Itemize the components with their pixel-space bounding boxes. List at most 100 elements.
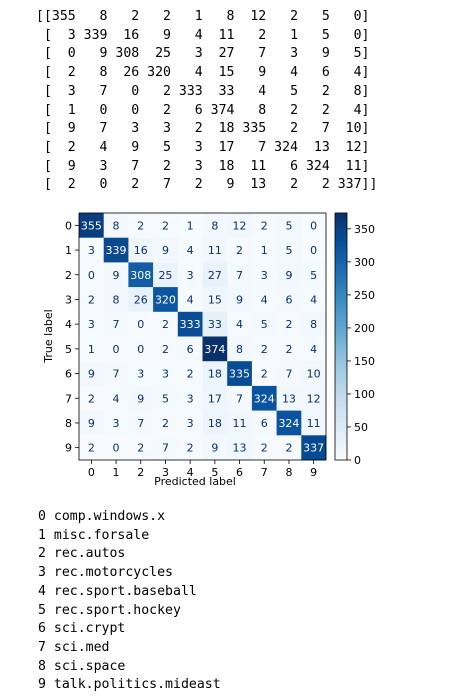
class-list-item: 3 rec.motorcycles	[38, 564, 221, 583]
y-axis-label: True label	[42, 309, 55, 363]
heatmap-cell	[79, 410, 104, 436]
heatmap-cell	[301, 311, 327, 337]
heatmap-cell-value: 308	[130, 269, 151, 282]
class-index: 8	[38, 658, 46, 674]
heatmap-cell	[202, 435, 228, 461]
heatmap-cell	[227, 410, 253, 436]
class-name: sci.med	[53, 639, 110, 655]
heatmap-cell-value: 12	[307, 392, 321, 405]
heatmap-cell	[79, 237, 104, 263]
heatmap-cell-value: 13	[233, 442, 247, 455]
heatmap-cell	[153, 262, 179, 288]
heatmap-cell	[153, 311, 179, 337]
heatmap-cell-value: 0	[88, 269, 95, 282]
heatmap-cell	[153, 435, 179, 461]
heatmap-cell	[251, 287, 277, 313]
heatmap-cell-value: 5	[285, 244, 292, 257]
heatmap-cell	[153, 385, 179, 411]
x-tick-label: 2	[137, 466, 144, 479]
heatmap-cell	[276, 262, 302, 288]
class-name: comp.windows.x	[53, 509, 166, 524]
x-tick-label: 6	[236, 466, 243, 479]
heatmap-cell-value: 25	[158, 269, 172, 282]
y-tick-label: 7	[65, 392, 72, 405]
confusion-matrix-printout: [[355 8 2 2 1 8 12 2 5 0] [ 3 339 16 9 4…	[36, 9, 378, 193]
x-tick-label: 3	[162, 466, 169, 479]
heatmap-cell	[153, 213, 179, 238]
heatmap-cell-value: 17	[208, 392, 222, 405]
y-tick-label: 9	[65, 442, 72, 455]
class-list-item: 5 rec.sport.hockey	[38, 602, 221, 621]
class-list-item: 2 rec.autos	[38, 545, 221, 564]
heatmap-cell-value: 4	[187, 244, 194, 257]
class-name: sci.space	[53, 658, 126, 674]
class-list-item: 9 talk.politics.mideast	[38, 676, 221, 695]
x-tick-label: 0	[88, 466, 95, 479]
heatmap-cell	[128, 435, 154, 461]
class-name: talk.politics.mideast	[53, 677, 221, 693]
heatmap-cell	[251, 262, 277, 288]
heatmap-cell	[202, 410, 228, 436]
heatmap-cell-value: 0	[137, 318, 144, 331]
heatmap-cell-value: 11	[233, 417, 247, 430]
heatmap-cell-value: 11	[307, 417, 321, 430]
heatmap-cell	[276, 385, 302, 411]
heatmap-cell	[103, 311, 129, 337]
heatmap-cell-value: 7	[137, 417, 144, 430]
heatmap-cell	[251, 435, 277, 461]
heatmap-cell-value: 7	[113, 368, 120, 381]
heatmap-cell	[301, 336, 327, 362]
heatmap-cell	[103, 435, 129, 461]
heatmap-cell	[103, 336, 129, 362]
y-tick-label: 6	[65, 368, 72, 381]
heatmap-cell-value: 2	[285, 318, 292, 331]
y-tick-label: 2	[65, 269, 72, 282]
heatmap-cell-value: 2	[162, 318, 169, 331]
class-name: rec.sport.baseball	[53, 583, 197, 599]
class-list-item: 4 rec.sport.baseball	[38, 583, 221, 602]
heatmap-cell-value: 1	[187, 219, 194, 232]
heatmap-cell	[79, 385, 104, 411]
heatmap-cell-value: 26	[134, 293, 148, 306]
heatmap-cell-value: 8	[113, 219, 120, 232]
heatmap-cell-value: 3	[88, 318, 95, 331]
heatmap-cell	[276, 410, 302, 436]
class-index: 1	[38, 527, 46, 543]
heatmap-cell	[128, 213, 154, 238]
heatmap-cell	[301, 237, 327, 263]
heatmap-cell-value: 2	[236, 244, 243, 257]
heatmap-cell-value: 9	[88, 368, 95, 381]
heatmap-cell	[276, 287, 302, 313]
class-index: 7	[38, 639, 46, 655]
heatmap-cell-value: 2	[162, 219, 169, 232]
heatmap-cell	[227, 336, 253, 362]
heatmap-cell	[301, 262, 327, 288]
heatmap-cell-value: 1	[88, 343, 95, 356]
heatmap-cell-value: 5	[261, 318, 268, 331]
class-name: rec.autos	[53, 546, 126, 562]
heatmap-cell	[79, 311, 104, 337]
heatmap-cell-value: 13	[282, 392, 296, 405]
heatmap-cell	[128, 237, 154, 263]
heatmap-cell-value: 0	[310, 244, 317, 257]
heatmap-cell-value: 10	[307, 368, 321, 381]
x-axis-label: Predicted label	[154, 475, 236, 488]
heatmap-cell	[177, 410, 203, 436]
heatmap-cell-value: 2	[137, 219, 144, 232]
x-tick-label: 7	[261, 466, 268, 479]
heatmap-cell	[301, 361, 327, 387]
heatmap-cell	[227, 213, 253, 238]
heatmap-cell	[301, 287, 327, 313]
class-name: rec.sport.hockey	[53, 602, 181, 618]
heatmap-cell	[177, 435, 203, 461]
heatmap-cell-value: 3	[187, 417, 194, 430]
heatmap-cell	[202, 361, 228, 387]
heatmap-cell	[227, 237, 253, 263]
heatmap-cell	[177, 213, 203, 238]
heatmap-cell-value: 324	[254, 392, 275, 405]
heatmap-cell-value: 7	[162, 442, 169, 455]
heatmap-cell	[153, 237, 179, 263]
heatmap-cell-value: 8	[211, 219, 218, 232]
heatmap-cell-value: 7	[236, 392, 243, 405]
heatmap-cell	[103, 385, 129, 411]
